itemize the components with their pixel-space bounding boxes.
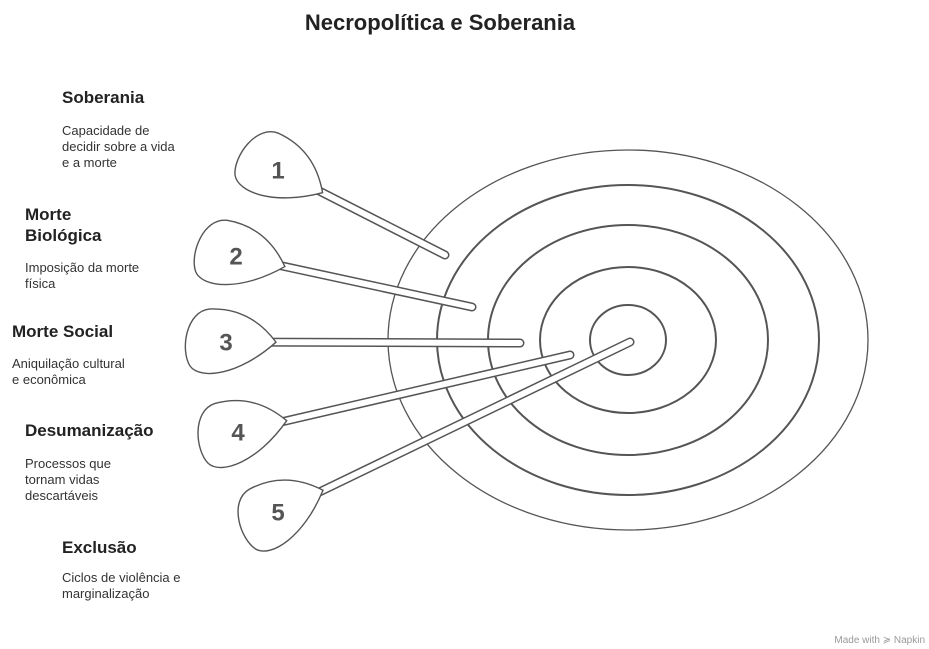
item-title: Morte Social	[12, 322, 113, 341]
dart-number: 2	[229, 243, 242, 270]
diagram: Necropolítica e Soberania 1 Soberania Capa…	[0, 0, 929, 649]
dart-number: 4	[231, 419, 245, 446]
item-title: Biológica	[25, 226, 102, 245]
item-description: Processos que	[25, 456, 111, 471]
dart-number: 3	[219, 329, 232, 356]
item-description: Aniquilação cultural	[12, 356, 125, 371]
item-description: tornam vidas	[25, 472, 100, 487]
item-description: marginalização	[62, 586, 149, 601]
item-description: e econômica	[12, 372, 86, 387]
item-description: Ciclos de violência e	[62, 570, 181, 585]
item-description: física	[25, 276, 56, 291]
item-description: e a morte	[62, 155, 117, 170]
title: Necropolítica e Soberania	[305, 10, 576, 35]
item-title: Morte	[25, 205, 71, 224]
footer: Made with ≽ Napkin	[834, 635, 925, 646]
item-description: decidir sobre a vida	[62, 139, 175, 154]
item-title: Soberania	[62, 88, 145, 107]
item-title: Desumanização	[25, 421, 154, 440]
dart-number: 5	[271, 499, 284, 526]
item-description: Imposição da morte	[25, 260, 139, 275]
dart-number: 1	[271, 157, 284, 184]
dart-shaft	[278, 342, 630, 512]
item-title: Exclusão	[62, 538, 137, 557]
item-description: descartáveis	[25, 488, 98, 503]
item-description: Capacidade de	[62, 123, 149, 138]
